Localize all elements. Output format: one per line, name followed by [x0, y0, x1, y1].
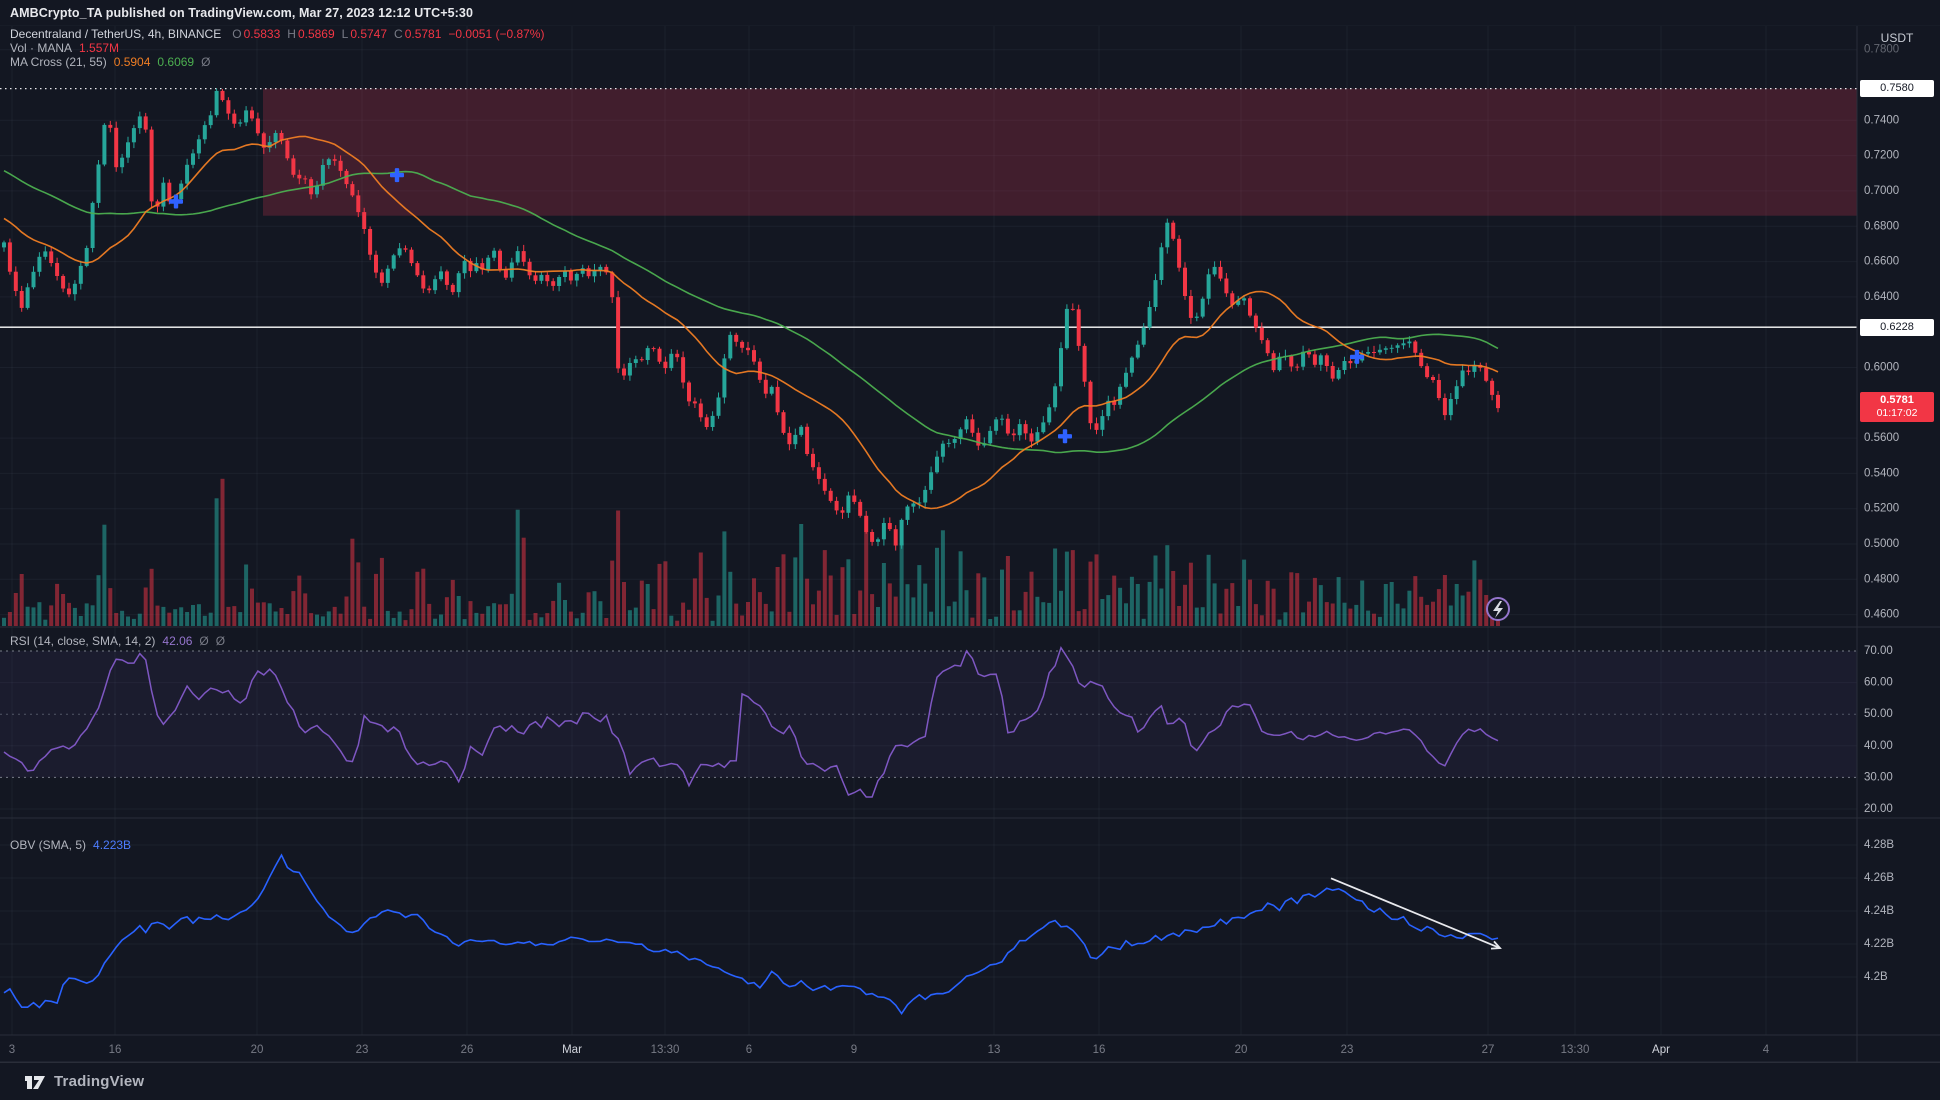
svg-text:0.5200: 0.5200 [1864, 503, 1899, 515]
svg-text:Apr: Apr [1652, 1044, 1670, 1056]
open-label: O [232, 27, 242, 41]
svg-text:20.00: 20.00 [1864, 803, 1893, 815]
publish-bar: AMBCrypto_TA published on TradingView.co… [0, 0, 1940, 26]
svg-text:0.7200: 0.7200 [1864, 150, 1899, 162]
svg-text:20: 20 [251, 1044, 264, 1056]
footer-bar: TradingView [0, 1062, 1940, 1100]
svg-text:9: 9 [851, 1044, 857, 1056]
svg-text:40.00: 40.00 [1864, 740, 1893, 752]
volume-legend-row[interactable]: Vol · MANA 1.557M [10, 41, 119, 55]
svg-text:0.6400: 0.6400 [1864, 291, 1899, 303]
close-value: 0.5781 [404, 27, 442, 41]
svg-text:0.7000: 0.7000 [1864, 185, 1899, 197]
rsi-legend-row[interactable]: RSI (14, close, SMA, 14, 2) 42.06 Ø Ø [10, 634, 225, 648]
last-price-value: 0.5781 [1880, 394, 1914, 406]
high-label: H [287, 27, 296, 41]
svg-text:3: 3 [9, 1044, 15, 1056]
svg-text:0.7400: 0.7400 [1864, 114, 1899, 126]
volume-value: 1.557M [79, 41, 120, 55]
svg-text:16: 16 [109, 1044, 122, 1056]
svg-text:50.00: 50.00 [1864, 708, 1893, 720]
svg-text:0.4600: 0.4600 [1864, 609, 1899, 621]
svg-text:0.5000: 0.5000 [1864, 538, 1899, 550]
hide-indicator-icon[interactable]: Ø [215, 634, 226, 648]
rsi-value: 42.06 [162, 634, 193, 648]
svg-text:0.6600: 0.6600 [1864, 256, 1899, 268]
obv-legend-row[interactable]: OBV (SMA, 5) 4.223B [10, 838, 131, 852]
svg-text:4.24B: 4.24B [1864, 905, 1894, 917]
svg-text:23: 23 [356, 1044, 369, 1056]
svg-text:0.4800: 0.4800 [1864, 573, 1899, 585]
rsi-label: RSI (14, close, SMA, 14, 2) [10, 634, 156, 648]
svg-text:13:30: 13:30 [651, 1044, 680, 1056]
resistance-price-label: 0.7580 [1860, 80, 1934, 97]
symbol-legend-row[interactable]: Decentraland / TetherUS, 4h, BINANCE O 0.… [10, 27, 544, 41]
bar-countdown: 01:17:02 [1876, 407, 1918, 419]
svg-text:16: 16 [1093, 1044, 1106, 1056]
svg-text:26: 26 [461, 1044, 474, 1056]
volume-label: Vol · MANA [10, 41, 73, 55]
svg-text:30.00: 30.00 [1864, 771, 1893, 783]
ma-fast-value: 0.5904 [113, 55, 151, 69]
svg-text:60.00: 60.00 [1864, 677, 1893, 689]
publish-title: AMBCrypto_TA published on TradingView.co… [10, 5, 474, 20]
svg-text:0.6000: 0.6000 [1864, 362, 1899, 374]
svg-text:4.26B: 4.26B [1864, 872, 1894, 884]
obv-value: 4.223B [93, 838, 132, 852]
svg-text:Mar: Mar [562, 1044, 582, 1056]
ma-slow-value: 0.6069 [157, 55, 195, 69]
svg-text:4.2B: 4.2B [1864, 971, 1888, 983]
svg-text:0.6800: 0.6800 [1864, 220, 1899, 232]
hide-indicator-icon[interactable]: Ø [199, 634, 209, 648]
quote-currency-label: USDT [1880, 31, 1914, 45]
svg-text:4: 4 [1763, 1044, 1770, 1056]
symbol-title: Decentraland / TetherUS, 4h, BINANCE [10, 27, 222, 41]
last-price-label: 0.5781 01:17:02 [1860, 392, 1934, 422]
time-axis[interactable] [0, 1035, 1857, 1062]
brand-text[interactable]: TradingView [54, 1073, 145, 1090]
svg-text:0.7800: 0.7800 [1864, 44, 1899, 56]
svg-text:70.00: 70.00 [1864, 645, 1893, 657]
tradingview-logo-icon[interactable] [24, 1073, 46, 1091]
svg-text:23: 23 [1341, 1044, 1354, 1056]
svg-text:20: 20 [1235, 1044, 1248, 1056]
low-label: L [341, 27, 349, 41]
svg-text:4.22B: 4.22B [1864, 938, 1894, 950]
svg-text:6: 6 [746, 1044, 752, 1056]
svg-text:0.5600: 0.5600 [1864, 432, 1899, 444]
hide-indicator-icon[interactable]: Ø [201, 55, 211, 69]
low-value: 0.5747 [350, 27, 388, 41]
ma-cross-legend-row[interactable]: MA Cross (21, 55) 0.5904 0.6069 Ø [10, 55, 210, 69]
svg-text:27: 27 [1482, 1044, 1495, 1056]
close-label: C [394, 27, 403, 41]
svg-text:0.5400: 0.5400 [1864, 467, 1899, 479]
support-price-label: 0.6228 [1860, 319, 1934, 336]
svg-text:13: 13 [988, 1044, 1001, 1056]
change-value: −0.0051 (−0.87%) [448, 27, 545, 41]
high-value: 0.5869 [297, 27, 335, 41]
svg-text:4.28B: 4.28B [1864, 839, 1894, 851]
price-scale[interactable] [1857, 25, 1940, 1035]
open-value: 0.5833 [243, 27, 281, 41]
ma-cross-label: MA Cross (21, 55) [10, 55, 107, 69]
svg-text:13:30: 13:30 [1561, 1044, 1590, 1056]
obv-label: OBV (SMA, 5) [10, 838, 87, 852]
